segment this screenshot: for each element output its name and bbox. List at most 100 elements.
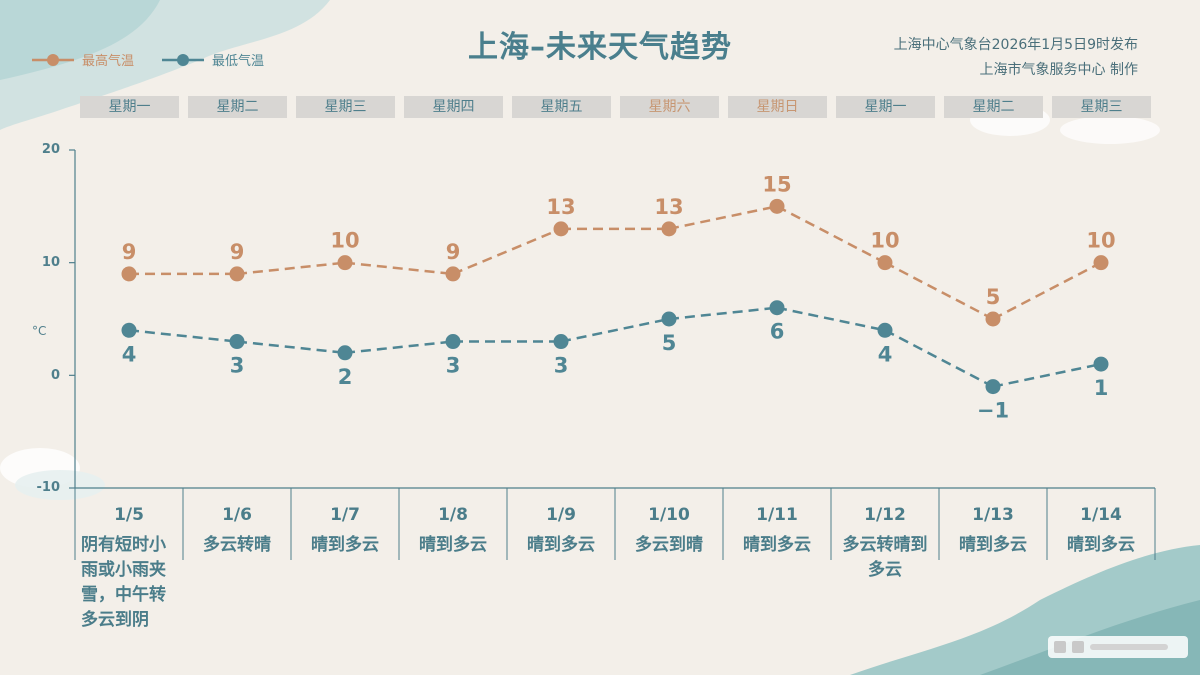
chart-axes: [69, 149, 1156, 560]
series-high-value-label: 5: [986, 285, 1001, 309]
date-column: 1/9 晴到多云: [511, 505, 611, 558]
weather-description: 晴到多云: [959, 535, 1027, 555]
series-low-value-label: 1: [1094, 376, 1109, 400]
series-high-value-label: 9: [122, 240, 137, 264]
date-label: 1/13: [972, 505, 1014, 525]
legend-low: 最低气温: [160, 50, 264, 69]
series-high-point: [121, 266, 137, 282]
weather-description: 晴到多云: [419, 535, 487, 555]
weather-description: 晴到多云: [743, 535, 811, 555]
series-low-segment: [236, 340, 346, 355]
y-axis-unit: °C: [32, 324, 47, 338]
date-label: 1/9: [546, 505, 576, 525]
series-high-point: [769, 198, 785, 214]
weekday-label: 星期一: [836, 96, 935, 118]
weekday-label: 星期六: [620, 96, 719, 118]
series-high: 9 9 10 9 13 13 15 10 5 10: [121, 172, 1116, 327]
series-low-segment: [776, 306, 886, 332]
series-low-segment: [668, 306, 778, 321]
legend-low-label: 最低气温: [212, 54, 265, 69]
series-high-point: [229, 266, 245, 282]
date-label: 1/5: [114, 505, 144, 525]
issuer-text: 上海中心气象台2026年1月5日9时发布: [893, 37, 1138, 53]
weather-description: 多云到晴: [635, 535, 703, 555]
chart-title: 上海–未来天气趋势: [468, 30, 732, 65]
legend-low-marker: [162, 53, 204, 66]
series-low-point: [985, 379, 1001, 395]
series-low-segment: [560, 317, 670, 343]
series-low-point: [337, 345, 353, 361]
series-high-value-label: 15: [762, 172, 791, 196]
y-tick-label: 0: [50, 368, 60, 383]
series-low-value-label: 5: [662, 331, 677, 355]
date-column: 1/12 多云转晴到多云: [835, 505, 935, 583]
series-high-value-label: 13: [654, 195, 683, 219]
series-high-point: [445, 266, 461, 282]
weekday-label: 星期三: [296, 96, 395, 118]
legend-high-marker: [32, 53, 74, 66]
y-tick-label: 10: [41, 255, 60, 270]
series-low: 4 3 2 3 3 5 6 4 −1 1: [121, 300, 1109, 423]
series-low-segment: [128, 329, 238, 343]
date-label: 1/12: [864, 505, 906, 525]
series-high-value-label: 9: [446, 240, 461, 264]
date-column: 1/11 晴到多云: [727, 505, 827, 558]
series-low-point: [445, 334, 461, 350]
watermark-logo: [1054, 641, 1168, 653]
series-low-point: [1093, 356, 1109, 372]
series-high-value-label: 9: [230, 240, 245, 264]
series-high-segment: [344, 261, 454, 276]
series-low-segment: [344, 340, 454, 355]
date-column: 1/10 多云到晴: [619, 505, 719, 558]
series-high-segment: [452, 227, 562, 276]
series-high-point: [337, 255, 353, 271]
legend-high: 最高气温: [30, 50, 134, 69]
weather-description: 阴有短时小雨或小雨夹雪，中午转多云到阴: [81, 535, 166, 630]
weather-description: 晴到多云: [311, 535, 379, 555]
series-low-value-label: 4: [878, 342, 893, 366]
series-low-segment: [992, 362, 1102, 388]
date-label: 1/11: [756, 505, 798, 525]
series-high-value-label: 10: [870, 229, 899, 253]
series-low-value-label: 3: [554, 354, 569, 378]
date-column: 1/6 多云转晴: [187, 505, 287, 558]
weather-description: 多云转晴到多云: [842, 535, 928, 580]
maker-text: 上海市气象服务中心 制作: [979, 62, 1138, 78]
series-low-value-label: 3: [230, 354, 245, 378]
series-high-value-label: 10: [1086, 229, 1115, 253]
series-high-segment: [668, 205, 778, 231]
date-column: 1/8 晴到多云: [403, 505, 503, 558]
date-label: 1/6: [222, 505, 252, 525]
weekday-label: 星期二: [188, 96, 287, 118]
series-low-point: [769, 300, 785, 316]
series-high-point: [553, 221, 569, 237]
series-low-point: [121, 322, 137, 338]
series-high-point: [661, 221, 677, 237]
series-high-segment: [992, 261, 1102, 321]
date-label: 1/14: [1080, 505, 1122, 525]
date-label: 1/8: [438, 505, 468, 525]
series-high-segment: [776, 205, 886, 264]
date-column: 1/7 晴到多云: [295, 505, 395, 558]
series-high-point: [877, 255, 893, 271]
series-high-segment: [236, 261, 346, 276]
date-column: 1/14 晴到多云: [1051, 505, 1151, 558]
series-low-value-label: 3: [446, 354, 461, 378]
series-low-value-label: 2: [338, 365, 353, 389]
weather-description: 晴到多云: [1067, 535, 1135, 555]
weekday-label: 星期三: [1052, 96, 1151, 118]
series-high-point: [985, 311, 1001, 327]
weekday-label: 星期日: [728, 96, 827, 118]
series-high-value-label: 10: [330, 229, 359, 253]
date-label: 1/10: [648, 505, 690, 525]
series-low-value-label: 4: [122, 342, 137, 366]
watermark: [1048, 636, 1188, 658]
weekday-label: 星期五: [512, 96, 611, 118]
weekday-label: 星期四: [404, 96, 503, 118]
series-low-value-label: −1: [977, 399, 1009, 423]
series-high-value-label: 13: [546, 195, 575, 219]
series-high-point: [1093, 255, 1109, 271]
date-column: 1/13 晴到多云: [943, 505, 1043, 558]
weekday-label: 星期一: [80, 96, 179, 118]
date-column: 1/5 阴有短时小雨或小雨夹雪，中午转多云到阴: [79, 505, 179, 633]
